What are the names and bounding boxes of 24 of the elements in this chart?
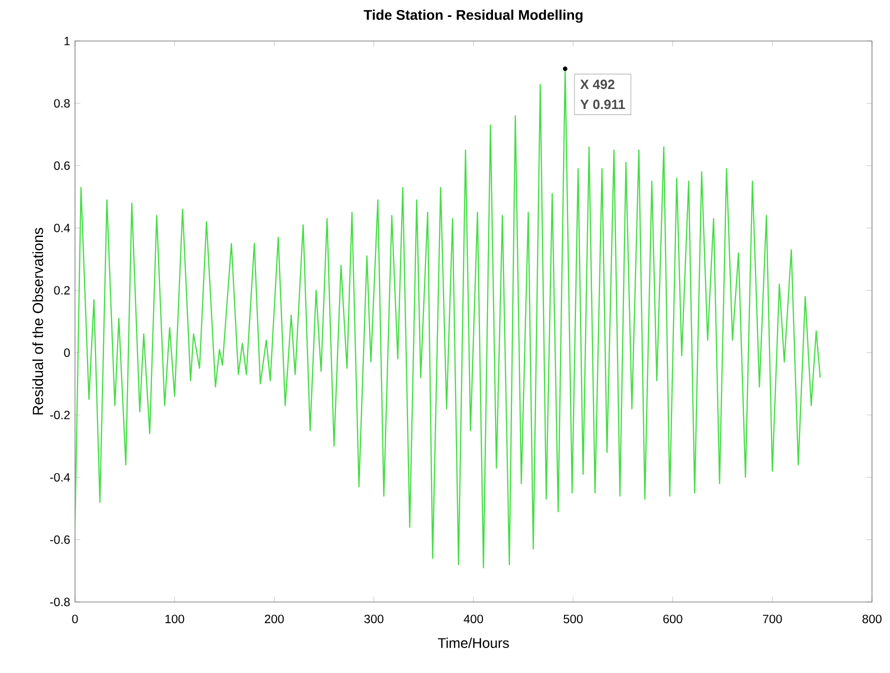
y-tick-label: 1: [64, 36, 70, 46]
y-tick-label: -0.4: [50, 473, 70, 482]
y-tick-label: 0.4: [54, 224, 70, 232]
x-tick-label: 400: [464, 614, 484, 624]
annotation: X 492: [580, 80, 614, 90]
x-tick-label: 100: [166, 614, 184, 624]
x-tick-label: 200: [264, 614, 284, 624]
y-tick-label: -0.6: [50, 535, 70, 544]
y-axis-title: Residual of the Observations: [32, 228, 44, 414]
annotation: Y 0.911: [580, 100, 625, 110]
x-tick-label: 500: [564, 614, 583, 624]
x-tick-label: 700: [762, 614, 782, 624]
x-tick-label: 800: [862, 614, 882, 624]
y-tick-label: 0.2: [54, 286, 70, 295]
x-axis-title: Time/Hours: [438, 638, 509, 648]
x-tick-label: 300: [364, 614, 384, 624]
y-tick-label: -0.2: [50, 410, 70, 420]
y-tick-label: -0.8: [50, 598, 70, 606]
y-tick-label: 0.6: [54, 161, 70, 170]
y-tick-label: 0: [64, 348, 70, 357]
x-tick-label: 0: [72, 614, 78, 624]
chart-title: Tide Station - Residual Modelling: [364, 10, 583, 23]
y-tick-label: 0.8: [54, 99, 70, 108]
x-tick-label: 600: [663, 614, 682, 624]
